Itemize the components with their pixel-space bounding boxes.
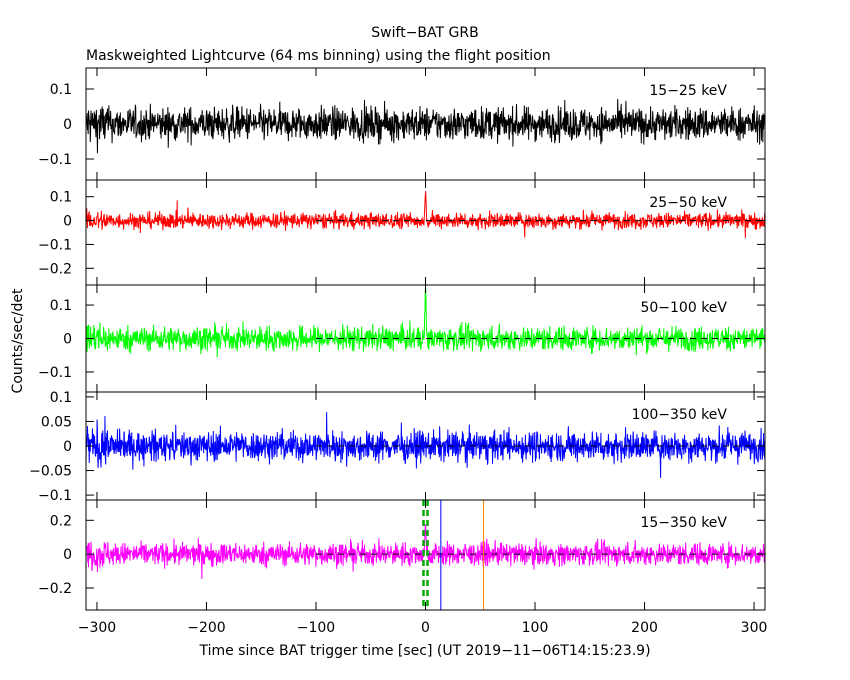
band-label-5: 15−350 keV (640, 515, 727, 531)
y-axis-label: Counts/sec/det (10, 288, 26, 393)
ytick-label-2-0: −0.2 (38, 261, 72, 277)
ytick-label-5-1: 0 (63, 547, 72, 563)
ytick-label-3-2: 0.1 (50, 298, 72, 314)
band-label-1: 15−25 keV (649, 83, 727, 99)
x-axis-label: Time since BAT trigger time [sec] (UT 20… (198, 643, 650, 659)
ytick-label-2-3: 0.1 (50, 190, 72, 206)
ytick-label-5-0: −0.2 (38, 581, 72, 597)
ytick-label-4-1: −0.05 (29, 464, 72, 480)
xtick-label-3: 0 (421, 620, 430, 636)
ytick-label-4-4: 0.1 (50, 390, 72, 406)
series-line-5 (86, 524, 765, 580)
ytick-label-4-0: −0.1 (38, 488, 72, 504)
chart-subtitle: Maskweighted Lightcurve (64 ms binning) … (86, 48, 551, 64)
xtick-label-1: −200 (187, 620, 225, 636)
chart-title: Swift−BAT GRB (371, 25, 478, 41)
xtick-label-2: −100 (297, 620, 335, 636)
xtick-label-6: 300 (741, 620, 768, 636)
ytick-label-1-1: 0 (63, 117, 72, 133)
ytick-label-2-2: 0 (63, 214, 72, 230)
xtick-label-4: 100 (522, 620, 549, 636)
ytick-label-1-0: −0.1 (38, 152, 72, 168)
series-line-1 (86, 98, 765, 154)
ytick-label-4-3: 0.05 (41, 414, 72, 430)
ytick-label-3-0: −0.1 (38, 365, 72, 381)
band-label-4: 100−350 keV (632, 407, 728, 423)
xtick-label-5: 200 (631, 620, 658, 636)
xtick-label-0: −300 (78, 620, 116, 636)
panel-5: −0.2 0 0.2 15−350 keV (38, 499, 766, 611)
band-label-3: 50−100 keV (640, 300, 727, 316)
ytick-label-3-1: 0 (63, 332, 72, 348)
panel-4: −0.1 −0.05 0 0.05 0.1 100−350 keV (29, 390, 766, 504)
ytick-label-4-2: 0 (63, 439, 72, 455)
ytick-label-1-2: 0.1 (50, 82, 72, 98)
ytick-label-2-1: −0.1 (38, 237, 72, 253)
band-label-2: 25−50 keV (649, 195, 727, 211)
ytick-label-5-2: 0.2 (50, 513, 72, 529)
panel-3: −0.1 0 0.1 50−100 keV (38, 284, 766, 393)
